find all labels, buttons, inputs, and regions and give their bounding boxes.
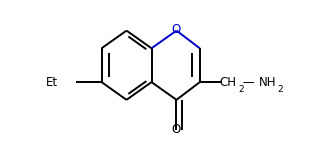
Text: 2: 2 [238, 85, 244, 94]
Text: O: O [172, 123, 181, 136]
Text: O: O [172, 23, 181, 36]
Text: CH: CH [220, 76, 237, 89]
Text: Et: Et [46, 76, 58, 89]
Text: —: — [242, 76, 254, 89]
Text: 2: 2 [277, 85, 283, 94]
Text: NH: NH [259, 76, 277, 89]
